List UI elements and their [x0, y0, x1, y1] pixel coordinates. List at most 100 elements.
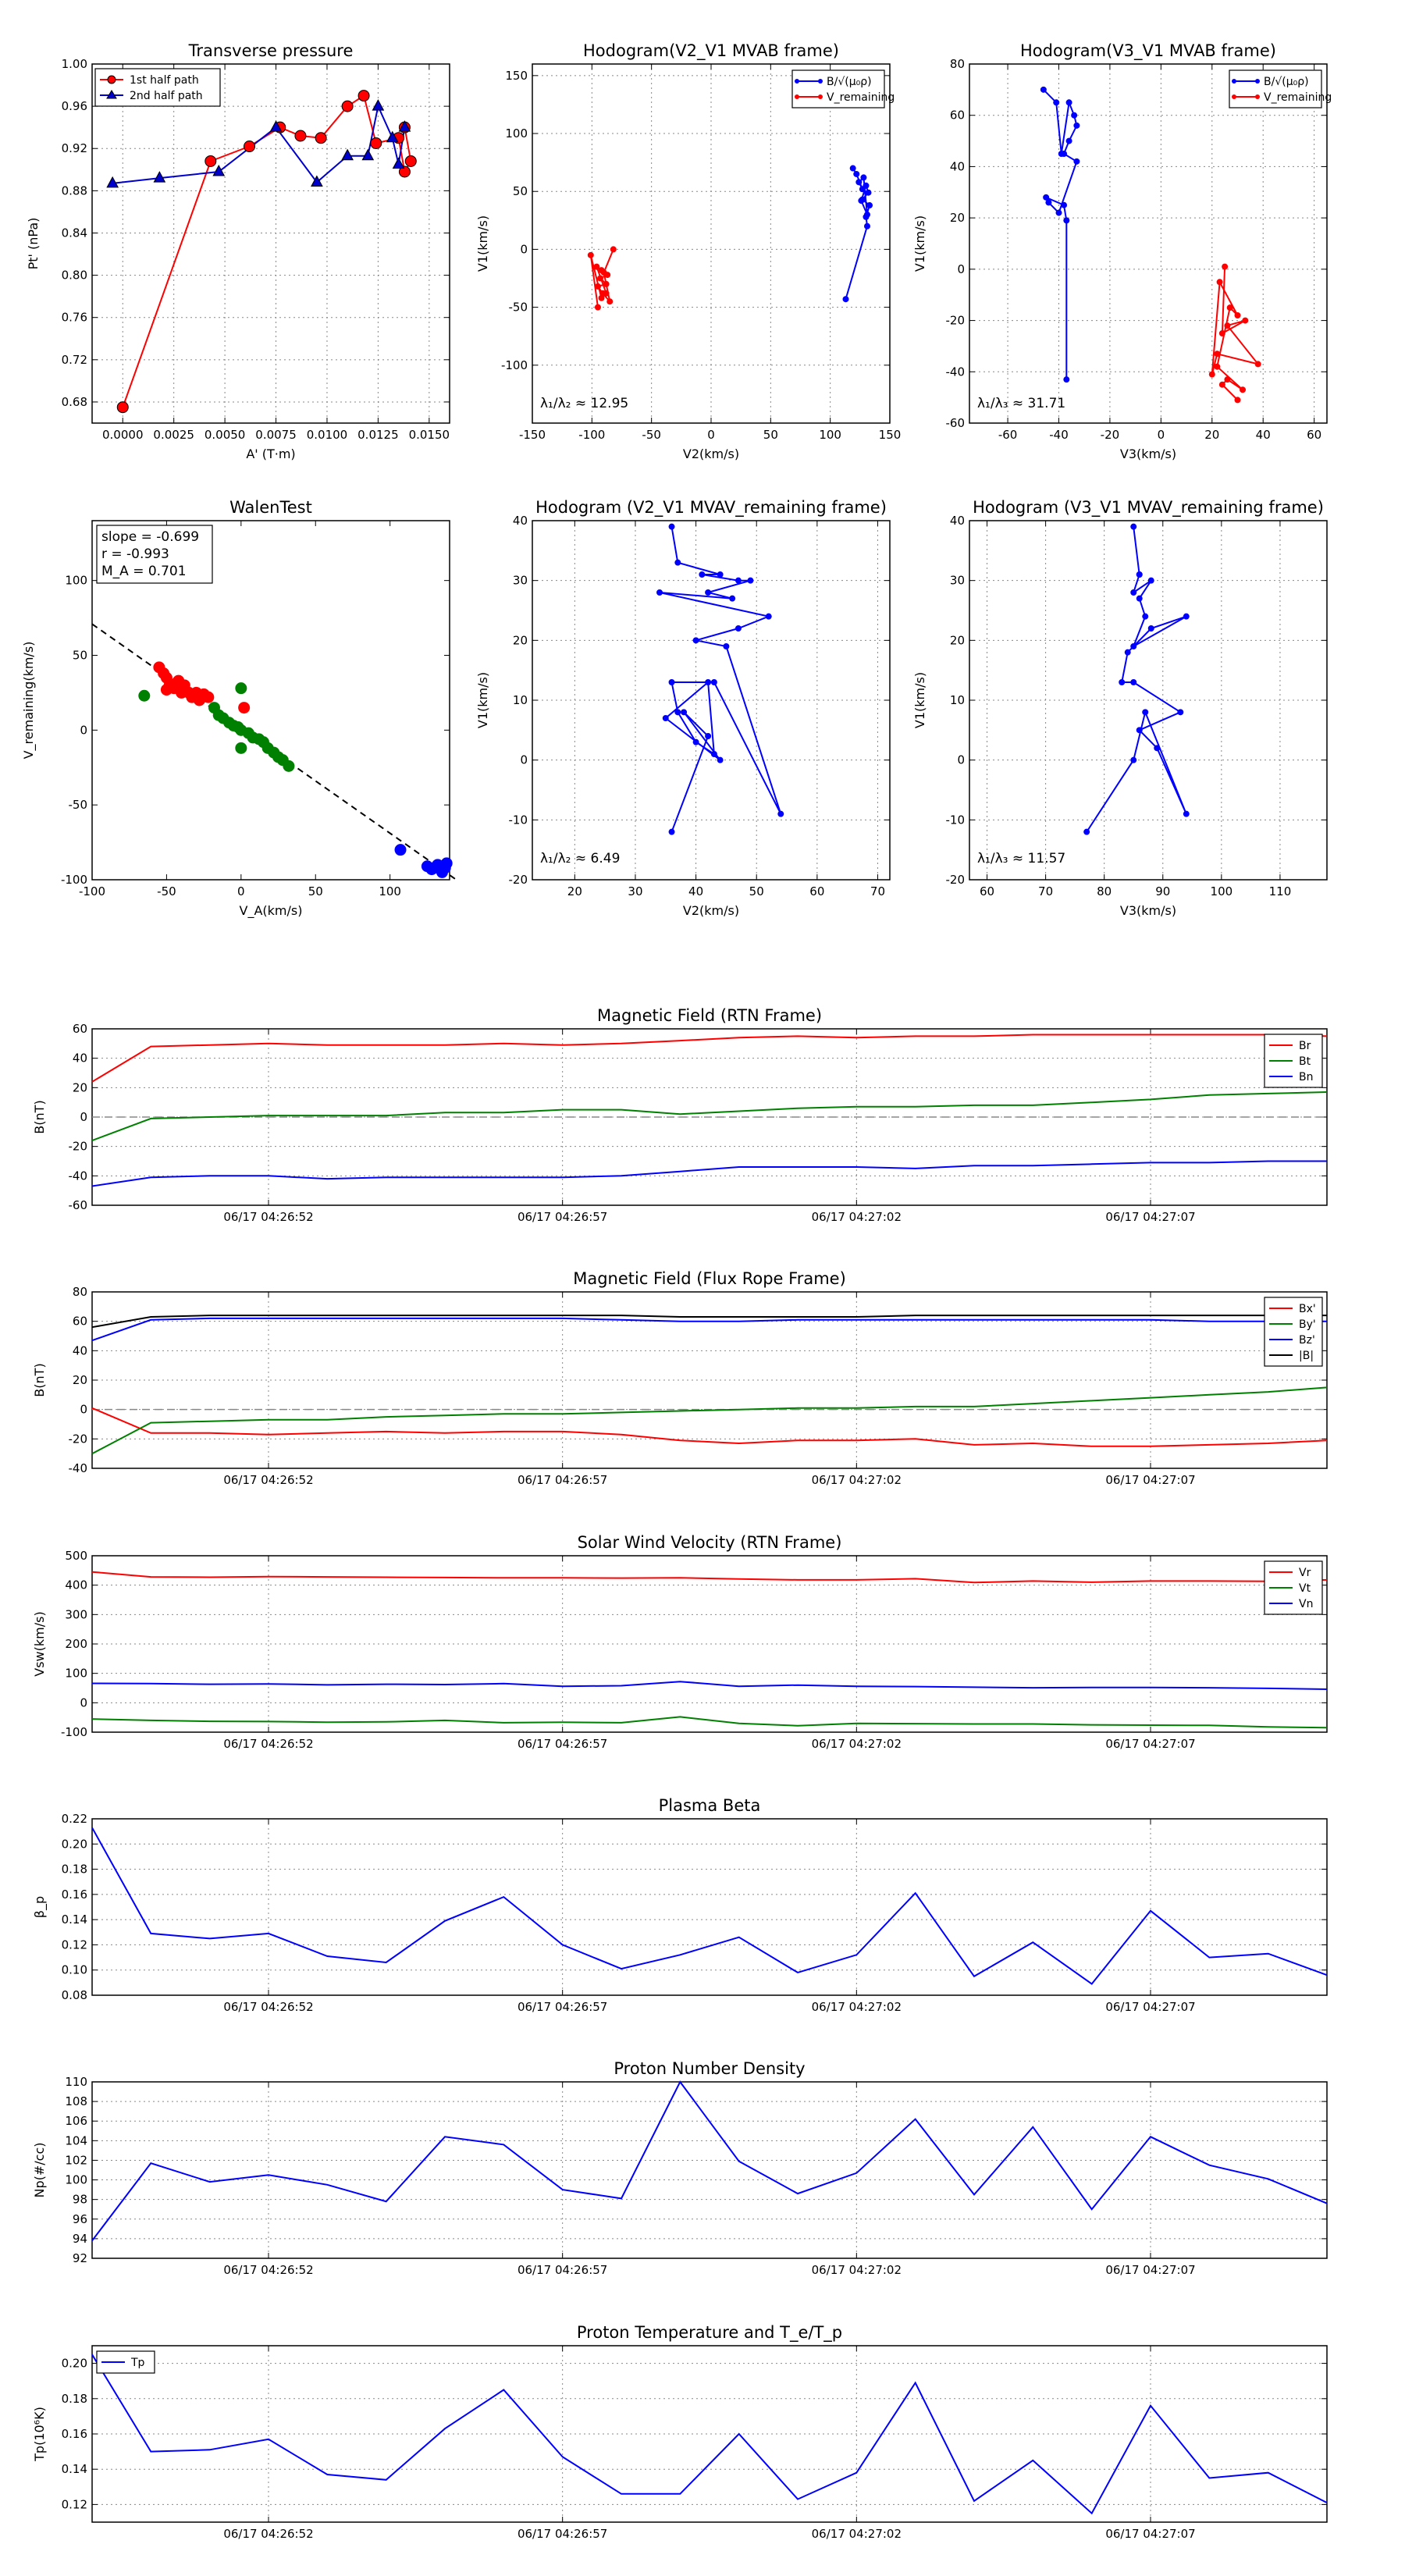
x-tick-label: 0.0100	[307, 428, 348, 442]
legend-label: |B|	[1299, 1350, 1314, 1362]
series-point	[1224, 322, 1231, 329]
x-tick-label: 0.0000	[102, 428, 144, 442]
legend-label: Bn	[1299, 1071, 1313, 1083]
y-tick-label: 200	[65, 1637, 87, 1651]
y-tick-label: 0	[80, 1110, 87, 1124]
y-tick-label: 98	[73, 2193, 87, 2207]
legend-label: Vt	[1299, 1582, 1311, 1595]
y-tick-label: 0.20	[62, 2357, 87, 2371]
series-point	[1183, 613, 1190, 620]
series-point	[1124, 649, 1131, 656]
y-tick-label: -60	[946, 416, 966, 430]
y-tick-label: 40	[73, 1343, 87, 1357]
y-tick-label: 0.92	[62, 141, 87, 155]
y-tick-label: 0.72	[62, 353, 87, 367]
point-1st-half	[398, 165, 411, 178]
x-tick-label: 06/17 04:26:52	[223, 2263, 313, 2277]
y-tick-label: 108	[65, 2094, 87, 2108]
y-tick-label: 0	[520, 242, 528, 256]
chart-title: Plasma Beta	[659, 1796, 761, 1815]
x-axis-label: V2(km/s)	[683, 903, 739, 918]
series-point	[853, 170, 860, 177]
series-point	[849, 165, 856, 172]
x-axis-label: V3(km/s)	[1120, 903, 1176, 918]
series-point	[1242, 317, 1249, 324]
walen-point-red	[202, 691, 215, 703]
point-2nd-half	[269, 120, 283, 132]
x-tick-label: 06/17 04:26:52	[223, 2527, 313, 2541]
series-point	[735, 577, 742, 584]
y-tick-label: 60	[950, 109, 965, 123]
chart-title: Transverse pressure	[188, 41, 354, 60]
series-point	[1053, 99, 1060, 106]
series-point	[1254, 361, 1261, 368]
chart-title: Hodogram (V3_V1 MVAV_remaining frame)	[973, 498, 1324, 518]
x-tick-label: 50	[308, 884, 323, 898]
x-axis-label: V2(km/s)	[683, 447, 739, 461]
x-tick-label: 40	[1256, 428, 1271, 442]
y-axis-label: V1(km/s)	[912, 672, 927, 728]
legend-marker	[107, 75, 116, 84]
series-point	[1130, 643, 1137, 649]
legend-label: Vn	[1299, 1598, 1313, 1610]
hodogram-v2v1-mvav-chart: 20 30 40 50 60 70 -20 -10 0 10 20 30 40 Hodogram (V2_…	[475, 498, 891, 918]
series-point	[1071, 112, 1078, 119]
y-tick-label: 80	[950, 57, 965, 71]
y-tick-label: 0.76	[62, 311, 87, 325]
y-tick-label: 10	[513, 693, 528, 707]
chart-title: Solar Wind Velocity (RTN Frame)	[578, 1533, 842, 1552]
x-tick-label: 0	[707, 428, 715, 442]
series-point	[1216, 279, 1223, 286]
series-point	[1142, 709, 1149, 716]
x-tick-label: 06/17 04:26:52	[223, 1210, 313, 1224]
plot-frame	[969, 63, 1328, 424]
y-tick-label: -20	[946, 314, 966, 328]
x-tick-label: 06/17 04:27:02	[812, 1473, 902, 1487]
series-point	[747, 577, 754, 584]
point-2nd-half	[392, 157, 405, 169]
series-line-vr	[91, 1571, 1328, 1584]
x-tick-label: 150	[879, 428, 902, 442]
legend-label: 2nd half path	[130, 90, 203, 102]
y-tick-label: 0.14	[62, 1912, 87, 1927]
point-1st-half	[370, 137, 382, 149]
series-point	[699, 571, 706, 578]
x-tick-label: 06/17 04:27:02	[812, 2000, 902, 2014]
legend-label: 1st half path	[130, 74, 199, 87]
x-tick-label: -100	[578, 428, 605, 442]
series-point	[1214, 363, 1221, 370]
plot-frame	[91, 520, 450, 881]
y-tick-label: 0.12	[62, 1937, 87, 1952]
point-1st-half	[357, 90, 370, 102]
series-line-bz	[91, 1317, 1327, 1342]
y-tick-label: -20	[509, 873, 528, 887]
point-1st-half	[205, 155, 217, 167]
x-tick-label: 0.0075	[255, 428, 297, 442]
x-tick-label: -40	[1049, 428, 1069, 442]
series-point	[656, 589, 663, 596]
x-tick-label: 0.0125	[357, 428, 399, 442]
chart-title: Magnetic Field (RTN Frame)	[597, 1006, 822, 1025]
series-point	[1224, 376, 1231, 383]
y-tick-label: 0	[80, 723, 87, 737]
series-point	[1234, 397, 1241, 404]
y-tick-label: 50	[73, 649, 87, 663]
series-point	[777, 810, 784, 817]
legend-marker	[1232, 94, 1236, 99]
chart-title: Hodogram(V3_V1 MVAB frame)	[1020, 41, 1276, 61]
series-line-bx	[91, 1407, 1328, 1447]
legend-marker	[1255, 79, 1260, 84]
series-point	[1130, 756, 1137, 763]
legend-marker	[818, 94, 823, 99]
walen-point-blue	[440, 857, 453, 870]
x-tick-label: 06/17 04:26:57	[518, 2263, 607, 2277]
walen-point-green	[235, 682, 247, 695]
series-point	[674, 559, 681, 566]
series-point	[692, 738, 699, 745]
legend-label: By'	[1299, 1318, 1316, 1331]
x-tick-label: 40	[688, 884, 703, 898]
series-point	[587, 251, 594, 258]
legend-marker	[795, 79, 799, 84]
series-point	[681, 709, 688, 716]
series-line-1st-half	[122, 94, 412, 408]
